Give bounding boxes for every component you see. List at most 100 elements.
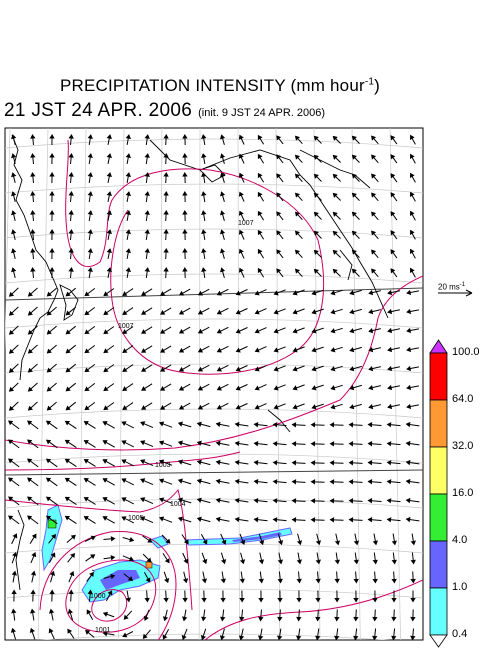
wind-arrow-head bbox=[292, 347, 298, 353]
wind-arrow-head bbox=[8, 310, 15, 316]
wind-arrow-head bbox=[311, 328, 317, 334]
wind-arrow-head bbox=[87, 210, 93, 215]
wind-arrow-head bbox=[65, 310, 71, 316]
wind-arrow-head bbox=[83, 516, 89, 521]
wind-arrow-head bbox=[49, 248, 55, 253]
wind-arrow-head bbox=[45, 477, 52, 483]
wind-arrow-head bbox=[330, 366, 336, 372]
wind-arrow-head bbox=[277, 559, 284, 565]
wind-arrow-head bbox=[410, 540, 416, 546]
wind-arrow-head bbox=[409, 210, 415, 216]
wind-arrow-head bbox=[276, 173, 282, 179]
wind-arrow-head bbox=[391, 578, 397, 584]
wind-arrow-head bbox=[45, 420, 52, 426]
wind-arrow-head bbox=[145, 577, 151, 583]
wind-arrow-head bbox=[254, 347, 260, 353]
init-time: (init. 9 JST 24 APR. 2006) bbox=[198, 107, 326, 119]
wind-arrow-head bbox=[123, 614, 129, 620]
wind-arrow-head bbox=[87, 229, 93, 234]
wind-arrow-head bbox=[253, 478, 259, 485]
wind-arrow-head bbox=[160, 328, 166, 334]
wind-arrow-head bbox=[49, 172, 55, 177]
wind-arrow-head bbox=[273, 328, 279, 334]
wind-arrow-head bbox=[258, 635, 264, 640]
wind-arrow-head bbox=[200, 635, 207, 640]
wind-arrow-head bbox=[294, 211, 301, 217]
wind-arrow-head bbox=[30, 267, 36, 272]
wind-arrow-head bbox=[182, 210, 188, 215]
wind-arrow-head bbox=[11, 248, 17, 254]
wind-arrow-head bbox=[65, 329, 71, 335]
colorbar-overflow-triangle bbox=[429, 339, 448, 354]
wind-arrow-head bbox=[410, 559, 416, 565]
wind-arrow-head bbox=[294, 173, 301, 179]
wind-arrow-head bbox=[313, 230, 319, 236]
wind-arrow-head bbox=[239, 559, 246, 565]
wind-arrow-head bbox=[238, 172, 244, 178]
wind-arrow-head bbox=[238, 229, 244, 235]
wind-arrow-head bbox=[273, 404, 279, 410]
wind-arrow-head bbox=[103, 291, 109, 297]
wind-arrow-head bbox=[160, 290, 166, 296]
wind-arrow-head bbox=[8, 515, 14, 521]
wind-arrow-head bbox=[122, 367, 128, 372]
wind-arrow-head bbox=[291, 422, 297, 428]
wind-arrow-head bbox=[46, 386, 52, 392]
wind-arrow-head bbox=[330, 347, 336, 353]
wind-arrow-head bbox=[27, 420, 33, 426]
wind-arrow-head bbox=[141, 329, 147, 334]
wind-arrow-head bbox=[253, 516, 259, 523]
wind-arrow-head bbox=[140, 440, 146, 446]
wind-arrow-head bbox=[235, 404, 241, 410]
wind-arrow-head bbox=[158, 478, 165, 484]
wind-arrow-head bbox=[351, 268, 357, 274]
wind-arrow-head bbox=[277, 616, 283, 622]
wind-arrow-head bbox=[410, 598, 416, 603]
wind-arrow-head bbox=[273, 309, 279, 315]
wind-arrow-head bbox=[391, 559, 397, 565]
wind-arrow-head bbox=[144, 134, 150, 139]
wind-arrow-head bbox=[334, 540, 341, 546]
wind-arrow-head bbox=[106, 210, 112, 216]
wind-arrow-head bbox=[87, 134, 93, 139]
wind-arrow-head bbox=[215, 421, 221, 428]
wind-arrow-head bbox=[201, 153, 207, 158]
wind-arrow-head bbox=[390, 192, 396, 198]
wind-arrow-head bbox=[216, 347, 222, 353]
wind-arrow-head bbox=[30, 191, 36, 196]
wind-arrow-head bbox=[11, 570, 17, 576]
wind-arrow-head bbox=[409, 153, 415, 159]
wind-vectors bbox=[8, 134, 420, 640]
wind-arrow-head bbox=[8, 367, 15, 373]
wind-arrow-head bbox=[349, 290, 355, 296]
wind-arrow-head bbox=[234, 440, 240, 447]
wind-arrow-head bbox=[125, 210, 131, 216]
wind-arrow-head bbox=[294, 230, 301, 236]
wind-arrow-head bbox=[8, 458, 14, 464]
wind-arrow-head bbox=[235, 347, 241, 353]
wind-arrow-head bbox=[84, 386, 90, 392]
wind-arrow-head bbox=[348, 479, 354, 485]
wind-arrow-head bbox=[10, 627, 16, 633]
wind-arrow-head bbox=[102, 478, 108, 483]
wind-arrow-head bbox=[201, 248, 207, 253]
wind-arrow-head bbox=[196, 516, 202, 522]
wind-arrow-head bbox=[368, 347, 374, 353]
wind-arrow-head bbox=[294, 154, 301, 160]
wind-arrow-head bbox=[103, 348, 109, 354]
wind-arrow-head bbox=[219, 229, 226, 235]
wind-arrow-head bbox=[8, 386, 15, 392]
wind-arrow-head bbox=[49, 589, 55, 595]
wind-arrow-head bbox=[348, 517, 354, 523]
colorbar-label: 64.0 bbox=[452, 393, 474, 405]
wind-arrow-head bbox=[257, 229, 263, 236]
wind-arrow-head bbox=[390, 230, 396, 236]
wind-arrow-head bbox=[102, 516, 108, 521]
wind-arrow-head bbox=[141, 405, 147, 410]
wind-arrow-head bbox=[273, 347, 279, 353]
wind-arrow-head bbox=[240, 539, 246, 545]
colorbar-label: 1.0 bbox=[452, 581, 468, 593]
wind-arrow-head bbox=[353, 598, 359, 603]
colorbar-segment bbox=[429, 587, 448, 636]
